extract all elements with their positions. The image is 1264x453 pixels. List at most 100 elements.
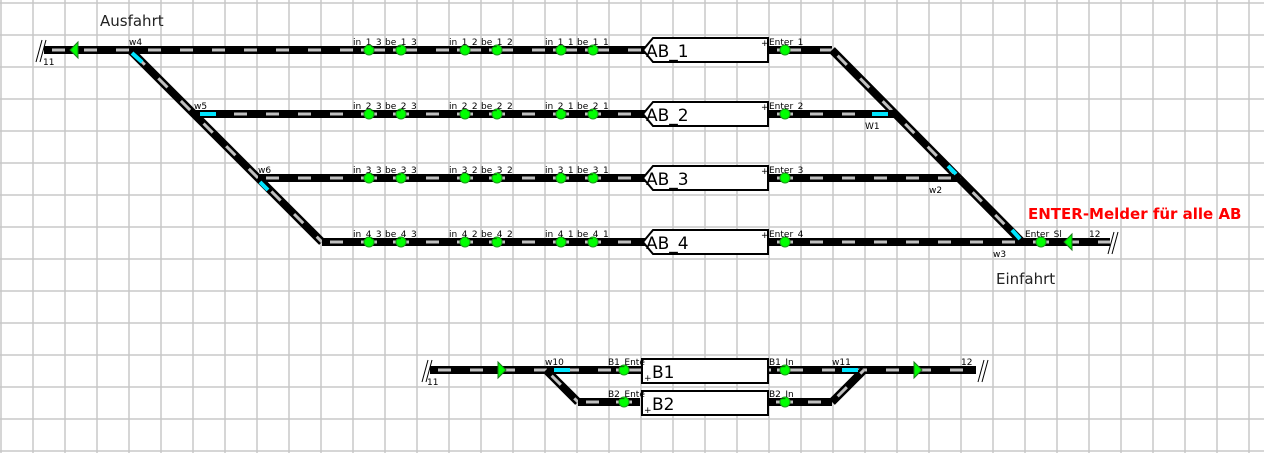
- sensor-be_1_3: be_1_3: [385, 38, 417, 48]
- sensor-in_1_3: in_1_3: [353, 38, 382, 48]
- label-ausfahrt: Ausfahrt: [100, 12, 164, 30]
- sensor-icon[interactable]: [555, 108, 567, 120]
- endpoint-label: 12: [1089, 230, 1100, 240]
- sensor-b1-in: B1_In: [769, 358, 794, 368]
- sensor-icon[interactable]: [395, 172, 407, 184]
- sensor-icon[interactable]: [779, 172, 791, 184]
- sensor-icon[interactable]: [459, 44, 471, 56]
- sensor-icon[interactable]: [395, 44, 407, 56]
- sensor-be_3_1: be_3_1: [577, 166, 609, 176]
- sensor-in_4_1: in_4_1: [545, 230, 574, 240]
- sensor-icon[interactable]: [779, 396, 791, 408]
- sensor-icon[interactable]: [459, 108, 471, 120]
- arrow-right-icon: [913, 360, 923, 380]
- sensor-icon[interactable]: [555, 236, 567, 248]
- sensor-icon[interactable]: [618, 364, 630, 376]
- track-end-icon: [421, 359, 433, 383]
- sensor-icon[interactable]: [555, 44, 567, 56]
- switch-marker[interactable]: [946, 164, 958, 176]
- sensor-icon[interactable]: [363, 108, 375, 120]
- sensor-icon[interactable]: [555, 172, 567, 184]
- sensor-in_2_3: in_2_3: [353, 102, 382, 112]
- sensor-be_4_1: be_4_1: [577, 230, 609, 240]
- sensor-icon[interactable]: [395, 108, 407, 120]
- sensor-enter-sl: Enter_Sl: [1025, 230, 1062, 240]
- block-shape: [641, 101, 769, 127]
- sensor-icon[interactable]: [491, 108, 503, 120]
- plus-icon: +: [644, 406, 652, 416]
- sensor-in_3_1: in_3_1: [545, 166, 574, 176]
- track-tie: [830, 48, 1024, 244]
- sensor-be_1_2: be_1_2: [481, 38, 513, 48]
- switch-label-w11: w11: [832, 358, 851, 368]
- sensor-icon[interactable]: [779, 108, 791, 120]
- sensor-be_2_2: be_2_2: [481, 102, 513, 112]
- track-end-icon: [977, 359, 989, 383]
- sensor-in_1_1: in_1_1: [545, 38, 574, 48]
- sensor-icon[interactable]: [618, 396, 630, 408]
- plus-icon: +: [761, 39, 769, 49]
- sensor-b2-ente: B2_Ente: [608, 390, 645, 400]
- block-B2[interactable]: B2+: [641, 390, 769, 416]
- block-shape: [641, 37, 769, 63]
- track-end-icon: [1107, 231, 1119, 255]
- block-B1[interactable]: B1+: [641, 358, 769, 384]
- block-label: AB_4: [646, 234, 689, 254]
- switch-label-w4: w4: [129, 38, 142, 48]
- endpoint-label: 11: [43, 58, 54, 68]
- sensor-icon[interactable]: [491, 44, 503, 56]
- sensor-icon[interactable]: [779, 364, 791, 376]
- arrow-left-icon: [69, 40, 79, 60]
- block-AB_3[interactable]: AB_3 +: [641, 165, 769, 191]
- plus-icon: +: [761, 167, 769, 177]
- block-AB_1[interactable]: AB_1 +: [641, 37, 769, 63]
- sensor-icon[interactable]: [491, 172, 503, 184]
- sensor-be_4_3: be_4_3: [385, 230, 417, 240]
- track-segment[interactable]: [543, 367, 581, 405]
- block-label: AB_3: [646, 170, 689, 190]
- sensor-b1-ente: B1_Ente: [608, 358, 645, 368]
- sensor-icon[interactable]: [491, 236, 503, 248]
- sensor-icon[interactable]: [1035, 236, 1047, 248]
- arrow-left-icon: [1063, 232, 1073, 252]
- sensor-b2-in: B2_In: [769, 390, 794, 400]
- sensor-icon[interactable]: [459, 172, 471, 184]
- sensor-icon[interactable]: [363, 236, 375, 248]
- track-segment[interactable]: [829, 367, 867, 405]
- block-AB_4[interactable]: AB_4 +: [641, 229, 769, 255]
- switch-label-w6: w6: [258, 166, 271, 176]
- block-shape: [641, 390, 769, 416]
- block-shape: [641, 358, 769, 384]
- sensor-in_4_2: in_4_2: [449, 230, 478, 240]
- sensor-icon[interactable]: [779, 236, 791, 248]
- block-label: B2: [652, 395, 674, 415]
- block-label: AB_1: [646, 42, 689, 62]
- block-label: B1: [652, 363, 674, 383]
- block-AB_2[interactable]: AB_2 +: [641, 101, 769, 127]
- sensor-Enter_1: Enter_1: [769, 38, 803, 48]
- sensor-icon[interactable]: [395, 236, 407, 248]
- plus-icon: +: [761, 103, 769, 113]
- sensor-icon[interactable]: [587, 108, 599, 120]
- sensor-icon[interactable]: [587, 44, 599, 56]
- sensor-in_1_2: in_1_2: [449, 38, 478, 48]
- sensor-icon[interactable]: [459, 236, 471, 248]
- block-shape: [641, 165, 769, 191]
- sensor-be_2_1: be_2_1: [577, 102, 609, 112]
- switch-label-w3: w3: [993, 250, 1006, 260]
- switch-label-w2: w2: [929, 186, 942, 196]
- switch-marker[interactable]: [1010, 228, 1022, 241]
- sensor-icon[interactable]: [587, 236, 599, 248]
- sensor-be_3_2: be_3_2: [481, 166, 513, 176]
- sensor-icon[interactable]: [363, 44, 375, 56]
- endpoint-label: 12: [961, 358, 972, 368]
- switch-marker[interactable]: [258, 180, 270, 192]
- sensor-icon[interactable]: [363, 172, 375, 184]
- sensor-icon[interactable]: [587, 172, 599, 184]
- sensor-be_4_2: be_4_2: [481, 230, 513, 240]
- switch-marker[interactable]: [130, 51, 144, 64]
- plus-icon: +: [761, 231, 769, 241]
- sensor-icon[interactable]: [779, 44, 791, 56]
